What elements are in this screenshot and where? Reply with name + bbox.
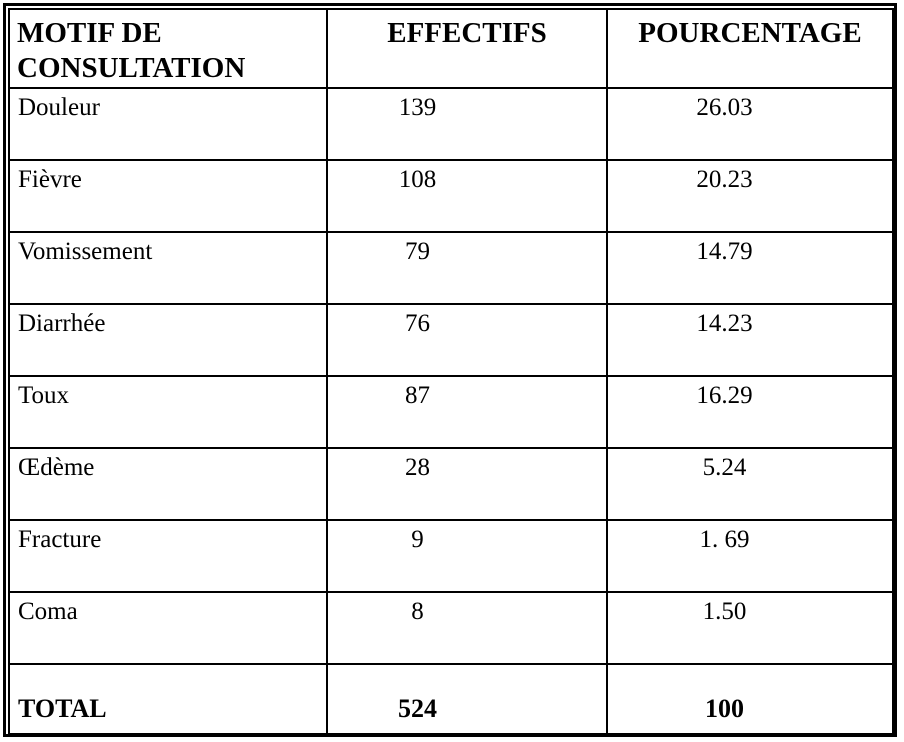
cell-pourcentage: 20.23 xyxy=(606,158,894,233)
cell-motif: Fièvre xyxy=(8,158,328,233)
cell-effectifs: 139 xyxy=(326,86,608,161)
cell-pourcentage: 1.50 xyxy=(606,590,894,665)
cell-pourcentage: 14.79 xyxy=(606,230,894,305)
cell-effectifs: 28 xyxy=(326,446,608,521)
consultation-table: MOTIF DE CONSULTATION EFFECTIFS POURCENT… xyxy=(8,8,894,735)
table-row-fracture: Fracture 9 1. 69 xyxy=(8,518,894,593)
table-row-toux: Toux 87 16.29 xyxy=(8,374,894,449)
cell-motif: Douleur xyxy=(8,86,328,161)
cell-motif: Diarrhée xyxy=(8,302,328,377)
table-frame: MOTIF DE CONSULTATION EFFECTIFS POURCENT… xyxy=(3,3,897,737)
cell-motif: Vomissement xyxy=(8,230,328,305)
column-header-effectifs: EFFECTIFS xyxy=(326,8,608,89)
table-row-oedeme: Œdème 28 5.24 xyxy=(8,446,894,521)
table-row-coma: Coma 8 1.50 xyxy=(8,590,894,665)
cell-effectifs: 8 xyxy=(326,590,608,665)
cell-motif: Fracture xyxy=(8,518,328,593)
cell-pourcentage: 26.03 xyxy=(606,86,894,161)
table-row-fievre: Fièvre 108 20.23 xyxy=(8,158,894,233)
cell-effectifs: 9 xyxy=(326,518,608,593)
column-header-pourcentage: POURCENTAGE xyxy=(606,8,894,89)
table-row-diarrhee: Diarrhée 76 14.23 xyxy=(8,302,894,377)
cell-effectifs: 108 xyxy=(326,158,608,233)
cell-effectifs: 76 xyxy=(326,302,608,377)
cell-pourcentage: 5.24 xyxy=(606,446,894,521)
table-header-row: MOTIF DE CONSULTATION EFFECTIFS POURCENT… xyxy=(8,8,894,89)
cell-total-effectifs: 524 xyxy=(326,662,608,735)
cell-pourcentage: 1. 69 xyxy=(606,518,894,593)
cell-motif: Coma xyxy=(8,590,328,665)
cell-pourcentage: 14.23 xyxy=(606,302,894,377)
cell-total-pourcentage: 100 xyxy=(606,662,894,735)
cell-pourcentage: 16.29 xyxy=(606,374,894,449)
table-row-douleur: Douleur 139 26.03 xyxy=(8,86,894,161)
cell-motif: Œdème xyxy=(8,446,328,521)
cell-effectifs: 79 xyxy=(326,230,608,305)
cell-total-label: TOTAL xyxy=(8,662,328,735)
table-row-total: TOTAL 524 100 xyxy=(8,662,894,735)
table-row-vomissement: Vomissement 79 14.79 xyxy=(8,230,894,305)
cell-effectifs: 87 xyxy=(326,374,608,449)
column-header-motif: MOTIF DE CONSULTATION xyxy=(8,8,328,89)
cell-motif: Toux xyxy=(8,374,328,449)
